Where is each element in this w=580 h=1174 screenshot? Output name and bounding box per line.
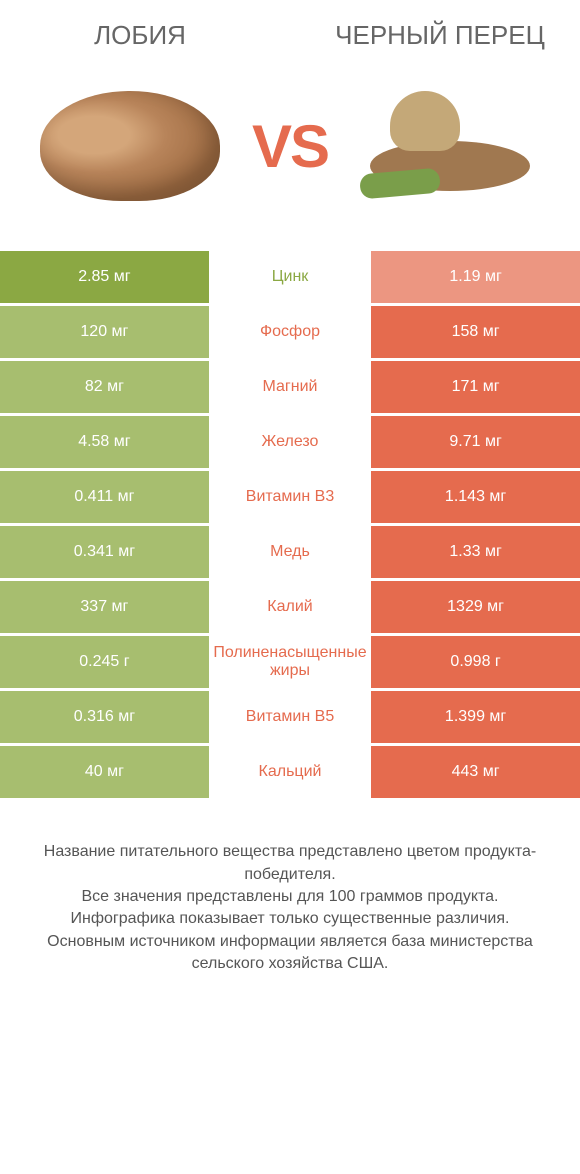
cell-nutrient-label: Медь [209,526,371,581]
cell-nutrient-label: Цинк [209,251,371,306]
table-row: 0.245 гПолиненасыщенные жиры0.998 г [0,636,580,691]
cell-nutrient-label: Железо [209,416,371,471]
cell-right-value: 9.71 мг [371,416,580,471]
pepper-icon [360,81,540,211]
table-row: 82 мгМагний171 мг [0,361,580,416]
beans-icon [40,91,220,201]
cell-right-value: 158 мг [371,306,580,361]
cell-right-value: 1.143 мг [371,471,580,526]
cell-left-value: 82 мг [0,361,209,416]
cell-right-value: 1.19 мг [371,251,580,306]
cell-right-value: 0.998 г [371,636,580,691]
footer-line-2: Все значения представлены для 100 граммо… [30,886,550,908]
cell-right-value: 1.399 мг [371,691,580,746]
footer-notes: Название питательного вещества представл… [0,801,580,975]
header-left: ЛОБИЯ [30,20,250,51]
cell-nutrient-label: Кальций [209,746,371,801]
images-row: VS [0,51,580,251]
footer-line-4: Основным источником информации является … [30,931,550,976]
cell-nutrient-label: Полиненасыщенные жиры [209,636,371,691]
cell-right-value: 1.33 мг [371,526,580,581]
table-row: 0.316 мгВитамин B51.399 мг [0,691,580,746]
comparison-table: 2.85 мгЦинк1.19 мг120 мгФосфор158 мг82 м… [0,251,580,801]
header-right: ЧЕРНЫЙ ПЕРЕЦ [330,20,550,51]
cell-left-value: 4.58 мг [0,416,209,471]
food-image-right [350,71,550,221]
cell-left-value: 0.341 мг [0,526,209,581]
table-row: 4.58 мгЖелезо9.71 мг [0,416,580,471]
table-row: 2.85 мгЦинк1.19 мг [0,251,580,306]
cell-right-value: 171 мг [371,361,580,416]
vs-label: VS [252,112,328,181]
table-row: 0.341 мгМедь1.33 мг [0,526,580,581]
footer-line-3: Инфографика показывает только существенн… [30,908,550,930]
food-image-left [30,71,230,221]
cell-right-value: 443 мг [371,746,580,801]
cell-left-value: 2.85 мг [0,251,209,306]
cell-left-value: 120 мг [0,306,209,361]
cell-left-value: 0.316 мг [0,691,209,746]
cell-nutrient-label: Магний [209,361,371,416]
cell-left-value: 0.411 мг [0,471,209,526]
cell-left-value: 40 мг [0,746,209,801]
cell-nutrient-label: Калий [209,581,371,636]
cell-left-value: 0.245 г [0,636,209,691]
title-right: ЧЕРНЫЙ ПЕРЕЦ [330,20,550,51]
table-row: 0.411 мгВитамин B31.143 мг [0,471,580,526]
table-row: 120 мгФосфор158 мг [0,306,580,361]
table-row: 40 мгКальций443 мг [0,746,580,801]
title-left: ЛОБИЯ [30,20,250,51]
cell-right-value: 1329 мг [371,581,580,636]
header: ЛОБИЯ ЧЕРНЫЙ ПЕРЕЦ [0,0,580,51]
footer-line-1: Название питательного вещества представл… [30,841,550,886]
cell-nutrient-label: Витамин B5 [209,691,371,746]
table-row: 337 мгКалий1329 мг [0,581,580,636]
cell-nutrient-label: Фосфор [209,306,371,361]
cell-nutrient-label: Витамин B3 [209,471,371,526]
cell-left-value: 337 мг [0,581,209,636]
